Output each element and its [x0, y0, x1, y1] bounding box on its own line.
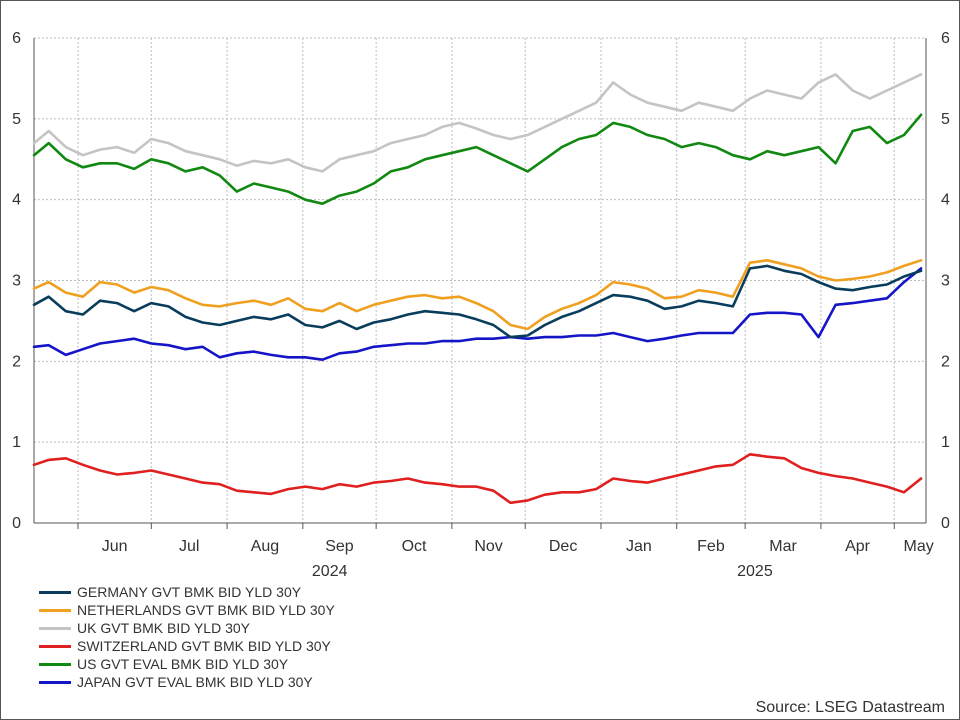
series-line	[32, 452, 923, 505]
y-tick-label-right: 0	[941, 515, 950, 532]
series-line	[32, 258, 923, 331]
legend-label: UK GVT BMK BID YLD 30Y	[77, 620, 250, 636]
year-label: 2024	[312, 563, 348, 580]
legend-swatch	[39, 662, 71, 666]
legend-item: GERMANY GVT BMK BID YLD 30Y	[39, 583, 335, 601]
x-tick-label: Apr	[845, 538, 871, 555]
legend-label: SWITZERLAND GVT BMK BID YLD 30Y	[77, 638, 331, 654]
x-tick-label: Sep	[325, 538, 354, 555]
y-tick-label-left: 1	[12, 434, 21, 451]
x-tick-label: Nov	[474, 538, 502, 555]
legend-item: US GVT EVAL BMK BID YLD 30Y	[39, 655, 335, 673]
legend-label: JAPAN GVT EVAL BMK BID YLD 30Y	[77, 674, 313, 690]
x-tick-label: May	[904, 538, 934, 555]
legend: GERMANY GVT BMK BID YLD 30Y NETHERLANDS G…	[39, 583, 335, 691]
legend-item: SWITZERLAND GVT BMK BID YLD 30Y	[39, 637, 335, 655]
legend-swatch	[39, 608, 71, 612]
y-tick-label-right: 5	[941, 111, 950, 128]
x-tick-label: Oct	[402, 538, 427, 555]
legend-swatch	[39, 644, 71, 648]
legend-swatch	[39, 680, 71, 684]
y-tick-label-left: 3	[12, 273, 21, 290]
series-line	[32, 267, 923, 362]
series-line	[32, 113, 923, 205]
x-tick-label: Mar	[769, 538, 797, 555]
y-tick-label-right: 4	[941, 192, 950, 209]
x-tick-label: Feb	[697, 538, 725, 555]
series-line	[32, 264, 923, 339]
legend-item: JAPAN GVT EVAL BMK BID YLD 30Y	[39, 673, 335, 691]
legend-item: NETHERLANDS GVT BMK BID YLD 30Y	[39, 601, 335, 619]
y-tick-label-left: 2	[12, 353, 21, 370]
source-note: Source: LSEG Datastream	[755, 699, 945, 716]
y-tick-label-left: 0	[12, 515, 21, 532]
x-tick-label: Jan	[626, 538, 652, 555]
y-tick-label-right: 1	[941, 434, 950, 451]
line-chart: 0 0 1 1 2 2 3 3 4 4 5 5 6 6 Jun Jul Aug Sep Oct Nov Dec Jan Fe…	[12, 30, 950, 580]
legend-item: UK GVT BMK BID YLD 30Y	[39, 619, 335, 637]
y-tick-label-left: 6	[12, 30, 21, 47]
x-tick-label: Dec	[549, 538, 577, 555]
y-tick-label-right: 6	[941, 30, 950, 47]
y-tick-label-left: 4	[12, 192, 21, 209]
legend-swatch	[39, 626, 71, 630]
y-tick-label-right: 2	[941, 353, 950, 370]
year-label: 2025	[737, 563, 773, 580]
series-line	[32, 73, 923, 173]
legend-swatch	[39, 590, 71, 594]
x-tick-label: Jun	[102, 538, 128, 555]
legend-label: US GVT EVAL BMK BID YLD 30Y	[77, 656, 289, 672]
y-tick-label-left: 5	[12, 111, 21, 128]
x-tick-label: Jul	[179, 538, 199, 555]
legend-label: NETHERLANDS GVT BMK BID YLD 30Y	[77, 602, 335, 618]
legend-label: GERMANY GVT BMK BID YLD 30Y	[77, 584, 302, 600]
y-tick-label-right: 3	[941, 273, 950, 290]
x-tick-label: Aug	[251, 538, 279, 555]
